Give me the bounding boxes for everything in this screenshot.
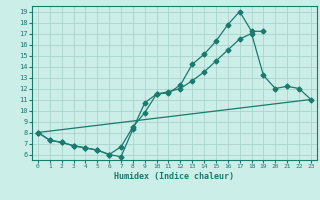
- X-axis label: Humidex (Indice chaleur): Humidex (Indice chaleur): [115, 172, 234, 181]
